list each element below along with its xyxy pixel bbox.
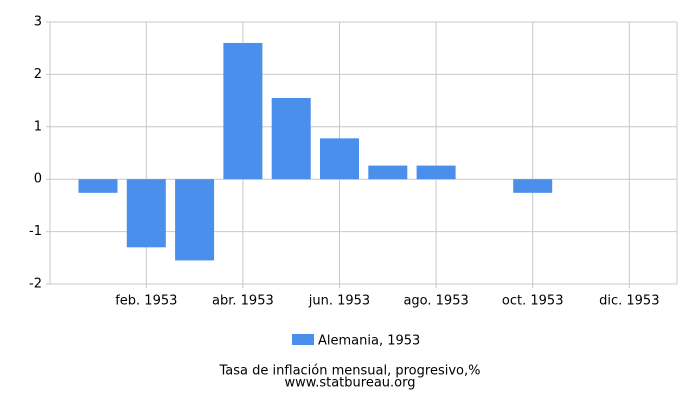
- bar: [175, 179, 215, 261]
- x-tick-label: dic. 1953: [599, 294, 659, 309]
- bar: [416, 165, 456, 180]
- legend-swatch: [292, 334, 314, 345]
- source: www.statbureau.org: [285, 376, 416, 391]
- bar: [223, 42, 263, 180]
- x-tick-label: feb. 1953: [115, 294, 177, 309]
- y-tick-label: 0: [34, 172, 42, 187]
- y-tick-label: 1: [34, 119, 42, 134]
- bar: [271, 97, 311, 180]
- legend-label: Alemania, 1953: [318, 334, 420, 349]
- x-tick-label: ago. 1953: [403, 294, 468, 309]
- x-tick-label: oct. 1953: [502, 294, 564, 309]
- y-tick-label: 3: [34, 15, 42, 30]
- y-tick-label: -1: [29, 224, 42, 239]
- bar: [368, 165, 408, 180]
- bar: [320, 138, 359, 180]
- x-tick-label: jun. 1953: [308, 294, 370, 309]
- x-tick-label: abr. 1953: [212, 294, 274, 309]
- bar: [513, 179, 553, 193]
- y-tick-label: -2: [29, 277, 42, 292]
- y-tick-label: 2: [34, 67, 42, 82]
- caption: Tasa de inflación mensual, progresivo,%: [219, 364, 481, 379]
- bar: [126, 179, 166, 248]
- bar: [78, 179, 118, 193]
